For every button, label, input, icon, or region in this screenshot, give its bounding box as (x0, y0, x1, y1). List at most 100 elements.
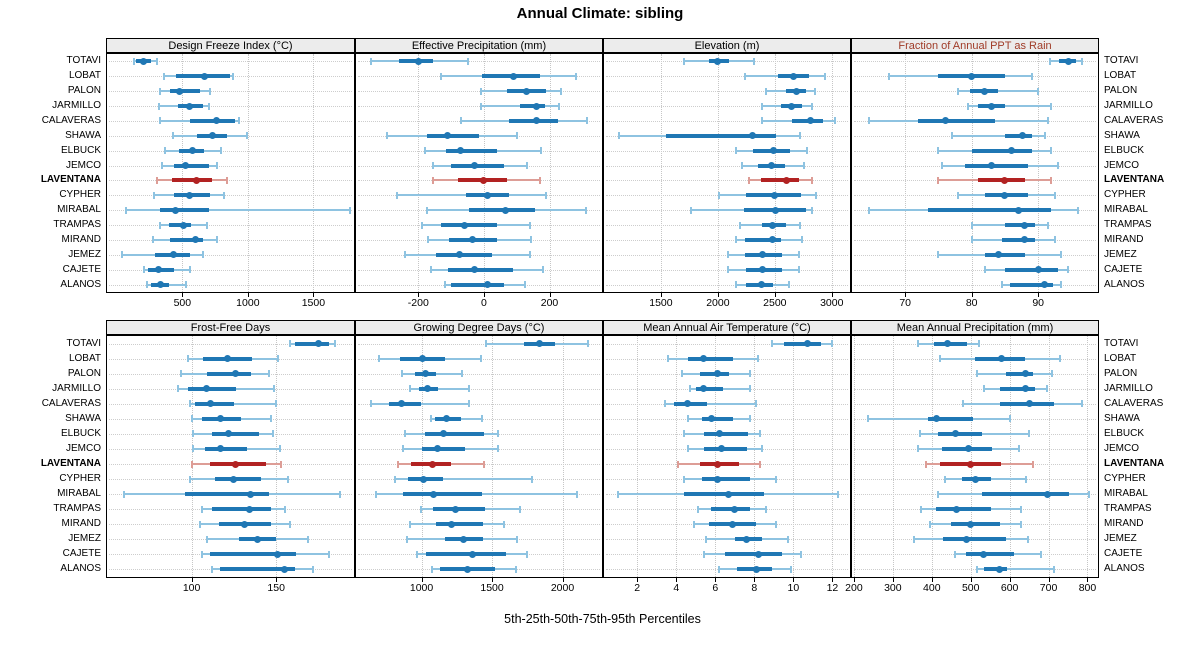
bar-25-75 (1004, 267, 1059, 272)
median-dot (420, 475, 428, 483)
whisker-cap-5th (155, 176, 158, 184)
whisker-cap-95th (497, 430, 500, 438)
bar-25-75 (294, 341, 329, 346)
whisker-cap-95th (518, 505, 521, 513)
whisker-cap-95th (798, 132, 801, 140)
whisker-cap-5th (617, 132, 620, 140)
whisker-cap-5th (427, 236, 430, 244)
gridline-vertical (715, 336, 717, 577)
whisker-cap-95th (749, 385, 752, 393)
whisker-cap-95th (273, 385, 276, 393)
gridline-vertical (931, 336, 933, 577)
whisker-cap-5th (718, 191, 721, 199)
gridline-row (606, 150, 848, 152)
site-label: MIRABAL (57, 488, 101, 500)
median-dot (430, 490, 438, 498)
whisker-cap-95th (525, 162, 528, 170)
whisker-cap-5th (443, 281, 446, 289)
median-dot (951, 430, 959, 438)
whisker-cap-5th (726, 266, 729, 274)
median-dot (193, 176, 201, 184)
median-dot (424, 385, 432, 393)
whisker-cap-95th (586, 117, 589, 125)
median-dot (398, 400, 406, 408)
bar-25-75 (436, 522, 483, 527)
median-dot (768, 162, 776, 170)
whisker-cap-5th (397, 460, 400, 468)
panel-strip: Mean Annual Precipitation (mm) (851, 320, 1099, 335)
whisker-cap-5th (459, 117, 462, 125)
median-dot (700, 385, 708, 393)
whisker-cap-95th (755, 400, 758, 408)
median-dot (717, 445, 725, 453)
gridline-row (109, 195, 352, 197)
whisker-cap-95th (810, 102, 813, 110)
median-dot (532, 117, 540, 125)
whisker-cap-5th (940, 162, 943, 170)
whisker-cap-5th (748, 176, 751, 184)
axis-tick (715, 578, 717, 582)
median-dot (807, 117, 815, 125)
whisker-5-95 (976, 568, 1055, 571)
median-dot (240, 520, 248, 528)
gridline-row (854, 61, 1096, 63)
whisker-5-95 (664, 402, 757, 405)
whisker-cap-95th (283, 505, 286, 513)
median-dot (483, 281, 491, 289)
median-dot (700, 355, 708, 363)
site-label: PALON (1104, 367, 1138, 379)
whisker-cap-5th (983, 385, 986, 393)
median-dot (1014, 206, 1022, 214)
axis-tick-label: 1500 (301, 297, 326, 309)
median-dot (713, 460, 721, 468)
whisker-cap-5th (199, 520, 202, 528)
whisker-cap-5th (205, 535, 208, 543)
whisker-cap-95th (540, 147, 543, 155)
whisker-cap-5th (688, 385, 691, 393)
median-dot (230, 475, 238, 483)
bar-25-75 (188, 386, 236, 391)
site-label: TRAMPAS (1104, 503, 1152, 515)
axis-tick (754, 578, 756, 582)
bar-25-75 (432, 507, 485, 512)
bar-25-75 (447, 267, 514, 272)
median-dot (223, 355, 231, 363)
median-dot (443, 415, 451, 423)
gridline-row (606, 165, 848, 167)
whisker-cap-95th (1025, 475, 1028, 483)
median-dot (169, 251, 177, 259)
bar-25-75 (701, 477, 751, 482)
whisker-cap-5th (718, 565, 721, 573)
site-label: JARMILLO (52, 382, 101, 394)
median-dot (933, 415, 941, 423)
panel-strip: Growing Degree Days (°C) (355, 320, 603, 335)
bar-25-75 (1009, 282, 1054, 287)
gridline-row (854, 569, 1096, 571)
whisker-cap-95th (237, 117, 240, 125)
whisker-cap-5th (744, 72, 747, 80)
whisker-cap-5th (190, 415, 193, 423)
whisker-cap-95th (481, 415, 484, 423)
whisker-cap-5th (735, 281, 738, 289)
gridline-vertical (676, 336, 678, 577)
gridline-vertical (549, 54, 551, 292)
median-dot (192, 236, 200, 244)
median-dot (963, 535, 971, 543)
whisker-cap-5th (867, 206, 870, 214)
whisker-cap-95th (749, 370, 752, 378)
panel-plot (851, 53, 1099, 293)
axis-tick-label: 150 (267, 582, 285, 594)
site-label: PALON (67, 85, 101, 97)
median-dot (140, 57, 148, 65)
gridline-vertical (562, 336, 564, 577)
whisker-cap-95th (759, 430, 762, 438)
bar-25-75 (695, 386, 724, 391)
gridline-row (606, 91, 848, 93)
bar-25-75 (426, 133, 479, 138)
median-dot (1001, 176, 1009, 184)
whisker-cap-95th (497, 445, 500, 453)
gridline-vertical (421, 336, 423, 577)
whisker-cap-5th (177, 385, 180, 393)
median-dot (743, 535, 751, 543)
bar-25-75 (725, 552, 782, 557)
